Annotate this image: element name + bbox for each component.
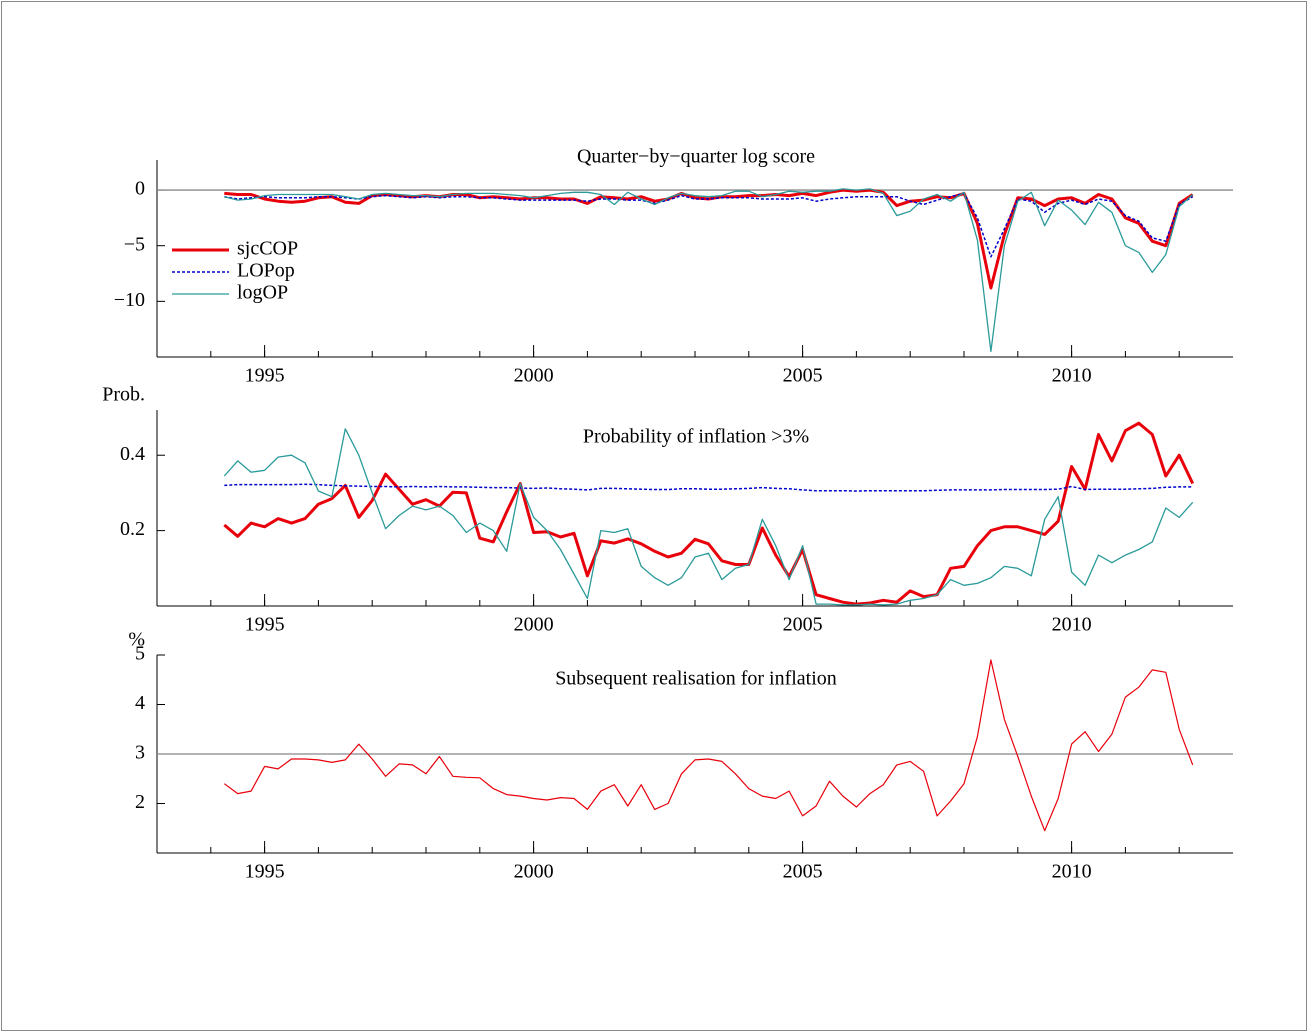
- x-tick-label: 2000: [514, 614, 554, 636]
- x-tick-label: 2000: [514, 365, 554, 387]
- y-tick-label: 0: [135, 178, 145, 200]
- x-tick-label: 2010: [1052, 861, 1092, 883]
- x-tick-label: 2010: [1052, 365, 1092, 387]
- x-tick-label: 1995: [245, 614, 285, 636]
- x-tick-label: 2010: [1052, 614, 1092, 636]
- x-tick-label: 1995: [245, 861, 285, 883]
- data-line: [223, 428, 1194, 606]
- y-tick-label: −5: [124, 233, 145, 255]
- x-tick-label: 2005: [783, 861, 823, 883]
- data-line: [224, 483, 1193, 492]
- legend-label: logOP: [237, 282, 288, 304]
- chart-title: Probability of inflation >3%: [583, 426, 809, 448]
- data-line: [224, 188, 1194, 290]
- y-axis-label: %: [128, 629, 145, 651]
- x-tick-label: 2005: [783, 365, 823, 387]
- chart-title: Subsequent realisation for inflation: [555, 668, 837, 690]
- y-axis-label: Prob.: [102, 384, 145, 406]
- x-tick-label: 2005: [783, 614, 823, 636]
- y-tick-label: 3: [135, 742, 145, 764]
- data-line: [223, 421, 1195, 606]
- y-tick-label: 0.4: [120, 443, 145, 465]
- x-tick-label: 2000: [514, 861, 554, 883]
- y-tick-label: 5: [135, 643, 145, 665]
- chart-title: Quarter−by−quarter log score: [577, 146, 815, 168]
- y-tick-label: 0.2: [120, 518, 145, 540]
- data-line: [224, 188, 1194, 353]
- y-tick-label: 2: [135, 791, 145, 813]
- legend-label: LOPop: [237, 260, 295, 282]
- legend-label: sjcCOP: [237, 238, 298, 260]
- x-tick-label: 1995: [245, 365, 285, 387]
- y-tick-label: 4: [135, 692, 145, 714]
- y-tick-label: −10: [114, 289, 145, 311]
- data-line: [223, 659, 1194, 832]
- data-line: [224, 192, 1194, 258]
